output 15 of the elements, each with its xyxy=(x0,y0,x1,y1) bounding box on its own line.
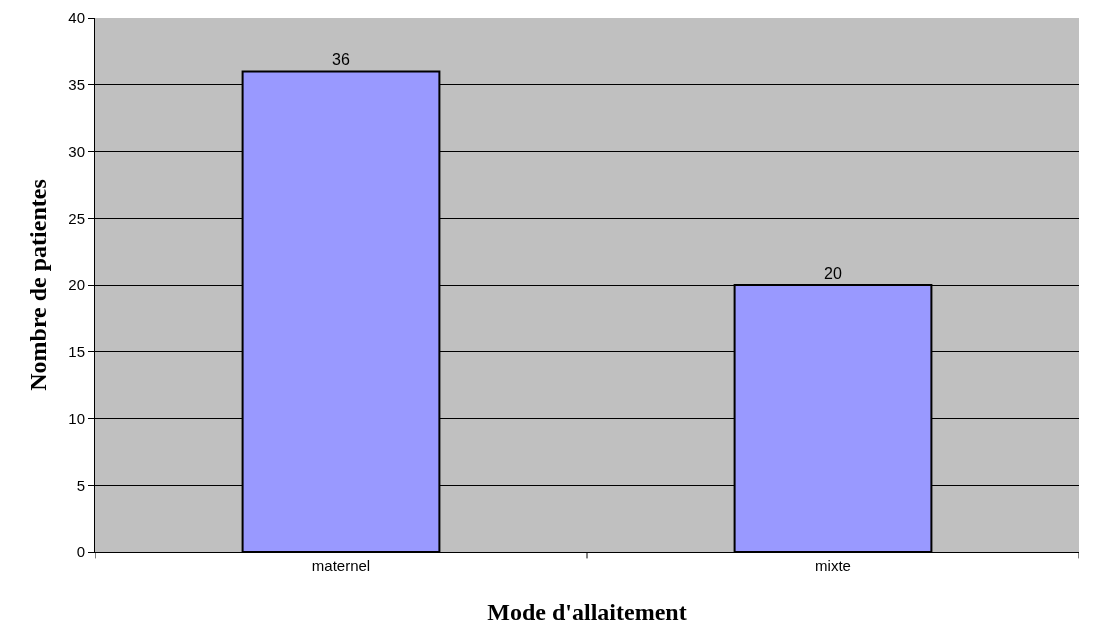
data-label: 36 xyxy=(332,51,350,69)
y-tick-label: 15 xyxy=(68,343,85,360)
y-axis-title: Nombre de patientes xyxy=(25,179,52,391)
y-tick-label: 35 xyxy=(68,76,85,93)
x-axis-title: Mode d'allaitement xyxy=(487,599,687,626)
y-tick-label: 10 xyxy=(68,409,85,427)
y-tick-label: 20 xyxy=(68,276,85,294)
y-tick-label: 30 xyxy=(68,142,85,160)
data-label: 20 xyxy=(824,265,842,282)
y-tick-label: 40 xyxy=(68,9,85,27)
x-tick-label: maternel xyxy=(311,557,371,574)
x-tick-label: mixte xyxy=(815,557,851,574)
y-tick-label: 0 xyxy=(76,543,85,561)
y-tick-label: 5 xyxy=(76,476,85,494)
y-tick-label: 25 xyxy=(68,209,85,227)
